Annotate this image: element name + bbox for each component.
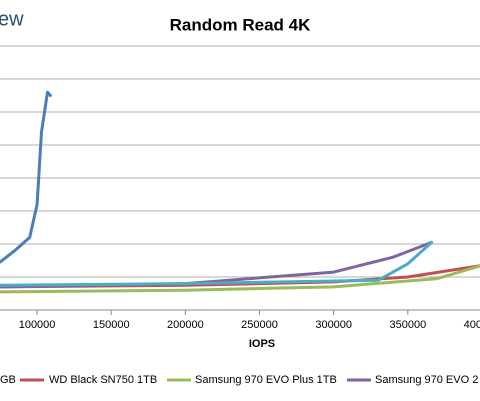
x-axis-title: IOPS bbox=[249, 338, 275, 350]
x-tick-label: 400000 bbox=[464, 319, 480, 331]
legend-label: Samsung 970 EVO 2 bbox=[375, 374, 478, 386]
legend-label: WD Black SN750 1TB bbox=[49, 374, 157, 386]
legend-label: Samsung 970 EVO Plus 1TB bbox=[195, 374, 337, 386]
series-line bbox=[0, 264, 480, 294]
x-tick-label: 250000 bbox=[241, 319, 278, 331]
x-tick-label: 300000 bbox=[315, 319, 352, 331]
logo-fragment: ew bbox=[0, 8, 24, 30]
x-tick-label: 350000 bbox=[389, 319, 426, 331]
series-line bbox=[0, 240, 434, 287]
legend-label: GB bbox=[0, 374, 16, 386]
x-tick-label: 100000 bbox=[19, 319, 56, 331]
x-tick-label: 200000 bbox=[167, 319, 204, 331]
chart-title: Random Read 4K bbox=[170, 15, 311, 34]
x-tick-label: 150000 bbox=[93, 319, 130, 331]
series-line bbox=[0, 90, 52, 264]
